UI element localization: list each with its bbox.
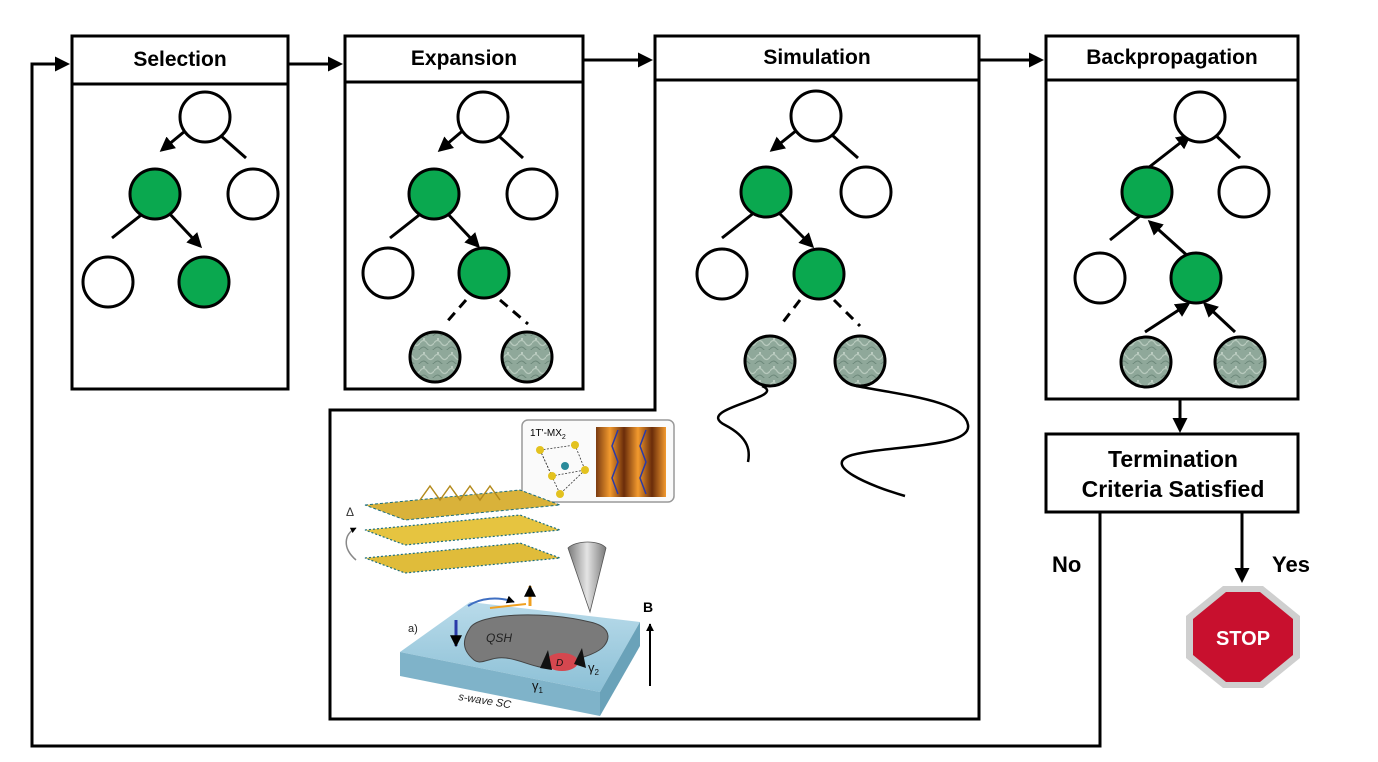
- stage-title-simulation: Simulation: [763, 46, 871, 69]
- svg-text:γ2: γ2: [588, 660, 600, 677]
- qsh-label: QSH: [486, 631, 512, 645]
- stm-tip: [567, 541, 607, 614]
- field-label: B: [643, 599, 653, 615]
- simulation-tree: [695, 89, 970, 498]
- selected-node: [792, 247, 846, 301]
- expanded-leaf-node: [1119, 335, 1173, 389]
- termination-box: [1044, 432, 1300, 514]
- svg-text:1T'-MX2: 1T'-MX2: [530, 428, 566, 441]
- tree-node: [1217, 165, 1271, 219]
- tree-node: [456, 90, 510, 144]
- panel-label: a): [408, 623, 418, 635]
- stage-title-expansion: Expansion: [410, 47, 518, 70]
- tree-node: [1073, 251, 1127, 305]
- layered-crystal: [364, 484, 561, 574]
- expansion-tree: [361, 90, 559, 384]
- selected-node: [1169, 251, 1223, 305]
- stage-title-selection: Selection: [133, 48, 227, 71]
- selected-node: [739, 165, 793, 219]
- tree-node: [178, 90, 232, 144]
- rollout-path: [840, 384, 970, 498]
- stop-text: STOP: [1216, 628, 1270, 650]
- stop-sign: STOP: [1186, 586, 1300, 688]
- d-label: D: [556, 658, 563, 669]
- selected-node: [128, 167, 182, 221]
- selected-node: [1120, 165, 1174, 219]
- stage-title-backpropagation: Backpropagation: [1086, 46, 1258, 69]
- expanded-leaf-node: [833, 334, 887, 388]
- inset-label: 1T'-MX: [530, 428, 562, 439]
- tree-node: [789, 89, 843, 143]
- expanded-leaf-node: [743, 334, 797, 388]
- tree-node: [839, 165, 893, 219]
- d-region: [546, 653, 578, 671]
- svg-text:γ1: γ1: [532, 678, 544, 695]
- orange-current: [489, 603, 527, 609]
- tree-node: [361, 246, 415, 300]
- rollout-path: [716, 384, 769, 463]
- termination-line1: Termination: [1108, 446, 1238, 472]
- termination-text: Termination Criteria Satisfied: [1048, 436, 1298, 512]
- edge-current-arrow: [467, 595, 515, 607]
- tree-node: [81, 255, 135, 309]
- flow-arrows: [30, 52, 1250, 748]
- backpropagation-tree: [1073, 90, 1271, 389]
- gamma2-label: γ: [588, 660, 595, 675]
- no-label: No: [1052, 552, 1082, 577]
- termination-line2: Criteria Satisfied: [1081, 476, 1265, 502]
- stm-image: [596, 427, 666, 497]
- expanded-leaf-node: [500, 330, 554, 384]
- loop-back-line: [30, 56, 1102, 748]
- tree-node: [505, 167, 559, 221]
- yes-label: Yes: [1272, 552, 1310, 577]
- selected-node: [407, 167, 461, 221]
- tree-node: [695, 247, 749, 301]
- inset-subscript: 2: [562, 434, 566, 441]
- selected-node: [457, 246, 511, 300]
- materials-figure: 1T'-MX2 Δ: [345, 419, 675, 716]
- selection-tree: [81, 90, 280, 309]
- crystal-unit-cell-icon: [539, 444, 586, 495]
- stop-octagon: [1193, 592, 1293, 682]
- expanded-leaf-node: [1213, 335, 1267, 389]
- backpropagation-frame: [1044, 34, 1300, 401]
- expanded-leaf-node: [408, 330, 462, 384]
- rotation-arrow: [345, 527, 357, 561]
- selected-node: [177, 255, 231, 309]
- tree-node: [1173, 90, 1227, 144]
- delta-label: Δ: [346, 505, 354, 519]
- tree-node: [226, 167, 280, 221]
- gamma1-label: γ: [532, 678, 539, 693]
